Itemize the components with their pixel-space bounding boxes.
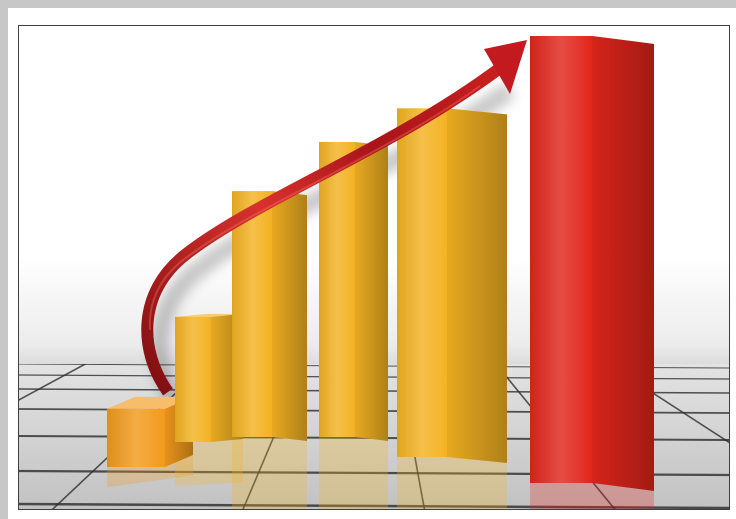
floor-grid-line	[19, 502, 729, 509]
bars	[107, 36, 654, 491]
trend-arrow	[141, 40, 527, 396]
bar-reflection	[107, 455, 193, 488]
bar-side-face	[592, 36, 654, 491]
bar-front-face	[319, 141, 355, 438]
trend-arrow-head	[484, 40, 527, 94]
bar-top-face	[175, 313, 243, 317]
bar-reflection	[232, 437, 307, 509]
bar-reflection	[397, 457, 507, 509]
bar-4	[319, 141, 388, 442]
bar-side-face	[272, 191, 307, 441]
bar-reflection	[530, 483, 654, 509]
bar-reflections	[107, 437, 654, 509]
bar-front-face	[232, 191, 272, 437]
bar-6	[530, 36, 654, 491]
bar-3	[232, 191, 307, 441]
bar-front-face	[175, 316, 211, 442]
bar-top-face	[107, 396, 193, 409]
floor-grid-line	[19, 364, 88, 401]
bar-side-face	[355, 141, 388, 442]
bar-reflection	[319, 437, 388, 509]
trend-arrow-highlight	[148, 85, 481, 331]
bar-front-face	[107, 408, 165, 467]
bar-side-face	[447, 108, 507, 463]
trend-arrow-shaft	[141, 63, 504, 396]
bar-5	[397, 108, 507, 463]
bar-front-face	[397, 108, 447, 457]
bar-front-face	[530, 36, 592, 483]
